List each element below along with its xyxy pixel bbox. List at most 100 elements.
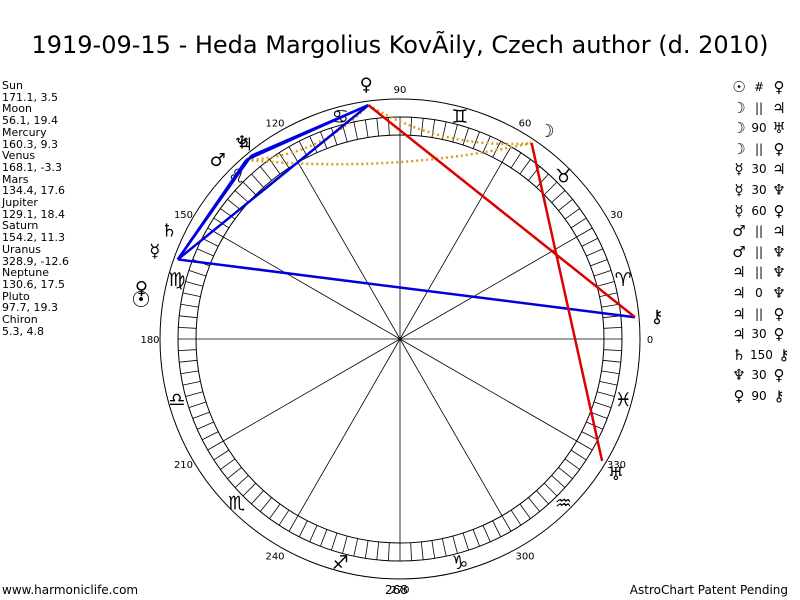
degree-tick bbox=[442, 538, 447, 557]
degree-tick bbox=[376, 118, 380, 137]
degree-tick bbox=[298, 520, 308, 537]
dotted-arcs bbox=[246, 104, 532, 166]
aspect-line bbox=[177, 104, 370, 261]
degree-tick bbox=[353, 121, 358, 140]
aspect-planet-glyph: ♆ bbox=[772, 283, 786, 302]
degree-tick bbox=[269, 159, 281, 175]
planet-glyph-mars: ♂ bbox=[210, 150, 226, 171]
spoke-line bbox=[223, 338, 401, 442]
planet-name: Uranus bbox=[2, 242, 41, 256]
degree-tick bbox=[603, 326, 622, 329]
spoke-line bbox=[223, 236, 401, 340]
wheel-spokes bbox=[196, 135, 604, 543]
outer-circle bbox=[159, 98, 641, 580]
degree-tick bbox=[320, 529, 328, 547]
degree-tick bbox=[570, 449, 587, 461]
planet-position-list: Sun 171.1, 3.5 Moon 56.1, 19.4 Mercury 160.3,… bbox=[2, 80, 69, 337]
degree-tick bbox=[309, 525, 318, 542]
aspect-row: ♂ || ♆ bbox=[728, 242, 795, 263]
aspect-planet-glyph: ♃ bbox=[732, 263, 746, 282]
aspect-symbol: 0 bbox=[755, 285, 763, 300]
planet-glyph-jupiter: ♃ bbox=[237, 134, 253, 155]
dotted-aspect-arc bbox=[246, 141, 532, 166]
aspect-planet-glyph: ♅ bbox=[772, 119, 786, 138]
degree-tick bbox=[207, 227, 224, 238]
aspect-planet-glyph: ♀ bbox=[773, 78, 785, 96]
aspect-row: ♀ 90 ⚷ bbox=[728, 386, 795, 407]
degree-tick bbox=[590, 259, 608, 267]
degree-tick bbox=[501, 515, 512, 532]
aspect-lines bbox=[176, 103, 636, 462]
zodiac-sign-aquarius: ♒ bbox=[555, 492, 572, 514]
degree-tick bbox=[519, 503, 531, 519]
degree-tick bbox=[278, 152, 290, 169]
degree-tick bbox=[220, 458, 236, 470]
aspect-planet-glyph: ♆ bbox=[732, 366, 746, 385]
aspect-planet-glyph: ♀ bbox=[733, 386, 745, 405]
degree-tick bbox=[178, 349, 197, 352]
degree-label: 300 bbox=[515, 552, 534, 563]
degree-tick bbox=[536, 173, 549, 188]
spoke-line bbox=[297, 338, 401, 516]
degree-tick bbox=[510, 509, 522, 526]
degree-label: 60 bbox=[519, 118, 532, 129]
zodiac-sign-taurus: ♉ bbox=[555, 166, 572, 188]
planet-coords: 171.1, 3.5 bbox=[2, 90, 58, 104]
degree-tick bbox=[431, 540, 436, 559]
degree-tick bbox=[558, 198, 573, 211]
planet-coords: 168.1, -3.3 bbox=[2, 160, 62, 174]
degree-tick bbox=[501, 146, 512, 163]
planet-name: Mercury bbox=[2, 125, 47, 139]
degree-tick bbox=[192, 411, 210, 419]
degree-tick bbox=[543, 181, 558, 196]
degree-tick bbox=[551, 475, 566, 488]
degree-tick bbox=[599, 381, 618, 386]
degree-tick bbox=[492, 520, 502, 537]
degree-tick bbox=[482, 136, 491, 153]
aspect-symbol: 60 bbox=[751, 203, 767, 218]
aspect-row: ♂ || ♃ bbox=[728, 221, 795, 242]
patent-footer: AstroChart Patent Pending bbox=[629, 583, 788, 597]
aspect-row: ♃ || ♀ bbox=[728, 304, 795, 325]
degree-tick bbox=[182, 292, 201, 297]
degree-tick bbox=[410, 542, 413, 561]
website-footer: www.harmoniclife.com bbox=[2, 583, 139, 597]
zodiac-sign-scorpio: ♏ bbox=[228, 492, 245, 514]
degree-tick bbox=[180, 370, 199, 375]
planet-glyph-saturn: ♄ bbox=[161, 220, 177, 241]
planet-name: Neptune bbox=[2, 266, 50, 280]
aspect-planet-glyph: ♆ bbox=[772, 242, 786, 261]
aspect-symbol: || bbox=[754, 306, 764, 321]
planet-coords: 56.1, 19.4 bbox=[2, 114, 58, 128]
planet-name: Pluto bbox=[2, 289, 30, 303]
degree-tick bbox=[564, 458, 580, 470]
degree-tick bbox=[601, 370, 620, 375]
degree-label: 90 bbox=[394, 85, 407, 96]
degree-tick bbox=[462, 127, 469, 146]
aspect-planet-glyph: ♃ bbox=[772, 160, 786, 179]
degree-tick bbox=[596, 281, 615, 287]
degree-tick bbox=[519, 159, 531, 175]
dotted-aspect-arc bbox=[246, 104, 370, 162]
degree-label: 0 bbox=[647, 335, 653, 346]
planet-coords: 328.9, -12.6 bbox=[2, 254, 69, 268]
degree-tick bbox=[197, 248, 214, 257]
aspect-planet-glyph: ♆ bbox=[772, 263, 786, 282]
spoke-line bbox=[297, 162, 401, 340]
aspect-symbol: || bbox=[754, 100, 764, 115]
planet-coords: 5.3, 4.8 bbox=[2, 324, 44, 338]
degree-tick bbox=[342, 535, 348, 554]
aspect-row: ☿ 60 ♀ bbox=[728, 201, 795, 222]
zodiac-sign-virgo: ♍ bbox=[168, 269, 185, 291]
degree-tick bbox=[602, 359, 621, 363]
degree-tick bbox=[410, 117, 413, 136]
aspect-line bbox=[367, 104, 636, 319]
planet-name: Saturn bbox=[2, 219, 39, 233]
footer-number: 268 bbox=[385, 583, 408, 597]
degree-tick bbox=[601, 303, 620, 308]
degree-tick bbox=[251, 490, 264, 505]
planet-name: Jupiter bbox=[2, 196, 38, 210]
aspect-row: ☉ # ♀ bbox=[728, 77, 795, 98]
planet-coords: 97.7, 19.3 bbox=[2, 301, 58, 315]
degree-tick bbox=[251, 173, 264, 188]
